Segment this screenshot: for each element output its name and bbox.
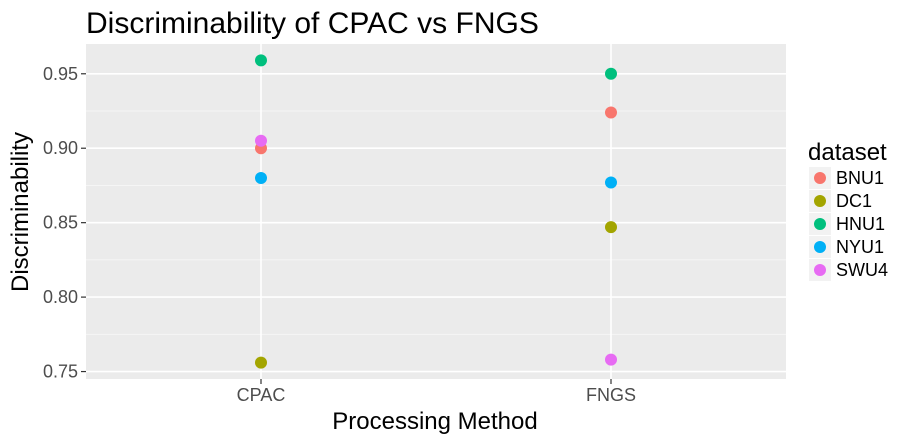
data-point-swu4-fngs: [605, 353, 617, 366]
legend-swatch: [814, 218, 826, 230]
legend-label: DC1: [836, 191, 872, 211]
y-tick-label: 0.90: [43, 138, 78, 158]
legend: dataset BNU1 DC1 HNU1 NYU1 SWU4: [808, 139, 888, 281]
grid-minor: [86, 110, 786, 335]
data-points: [255, 54, 617, 369]
y-axis: 0.75 0.80 0.85 0.90 0.95: [43, 64, 86, 382]
data-point-dc1-fngs: [605, 221, 617, 234]
x-axis: CPAC FNGS: [237, 379, 636, 405]
chart-title: Discriminability of CPAC vs FNGS: [86, 7, 539, 40]
legend-swatch: [814, 172, 826, 184]
data-point-dc1-cpac: [255, 356, 267, 369]
data-point-nyu1-fngs: [605, 176, 617, 189]
legend-title: dataset: [808, 139, 887, 166]
legend-label: HNU1: [836, 214, 885, 234]
legend-label: NYU1: [836, 237, 884, 257]
plot-panel: [86, 44, 786, 379]
y-axis-title: Discriminability: [7, 132, 34, 292]
legend-label: SWU4: [836, 260, 888, 280]
y-tick-label: 0.95: [43, 64, 78, 84]
legend-swatch: [814, 241, 826, 253]
data-point-nyu1-cpac: [255, 172, 267, 184]
grid-major: [86, 44, 786, 379]
y-tick-label: 0.80: [43, 287, 78, 307]
y-tick-label: 0.75: [43, 362, 78, 382]
y-tick-label: 0.85: [43, 213, 78, 233]
x-tick-label: CPAC: [237, 385, 286, 405]
data-point-hnu1-cpac: [255, 54, 267, 67]
legend-label: BNU1: [836, 168, 884, 188]
data-point-swu4-cpac: [255, 134, 267, 147]
data-point-hnu1-fngs: [605, 67, 617, 80]
legend-swatch: [814, 195, 826, 207]
data-point-bnu1-fngs: [605, 106, 617, 119]
x-tick-label: FNGS: [586, 385, 636, 405]
x-axis-title: Processing Method: [332, 408, 537, 435]
legend-swatch: [814, 264, 826, 276]
